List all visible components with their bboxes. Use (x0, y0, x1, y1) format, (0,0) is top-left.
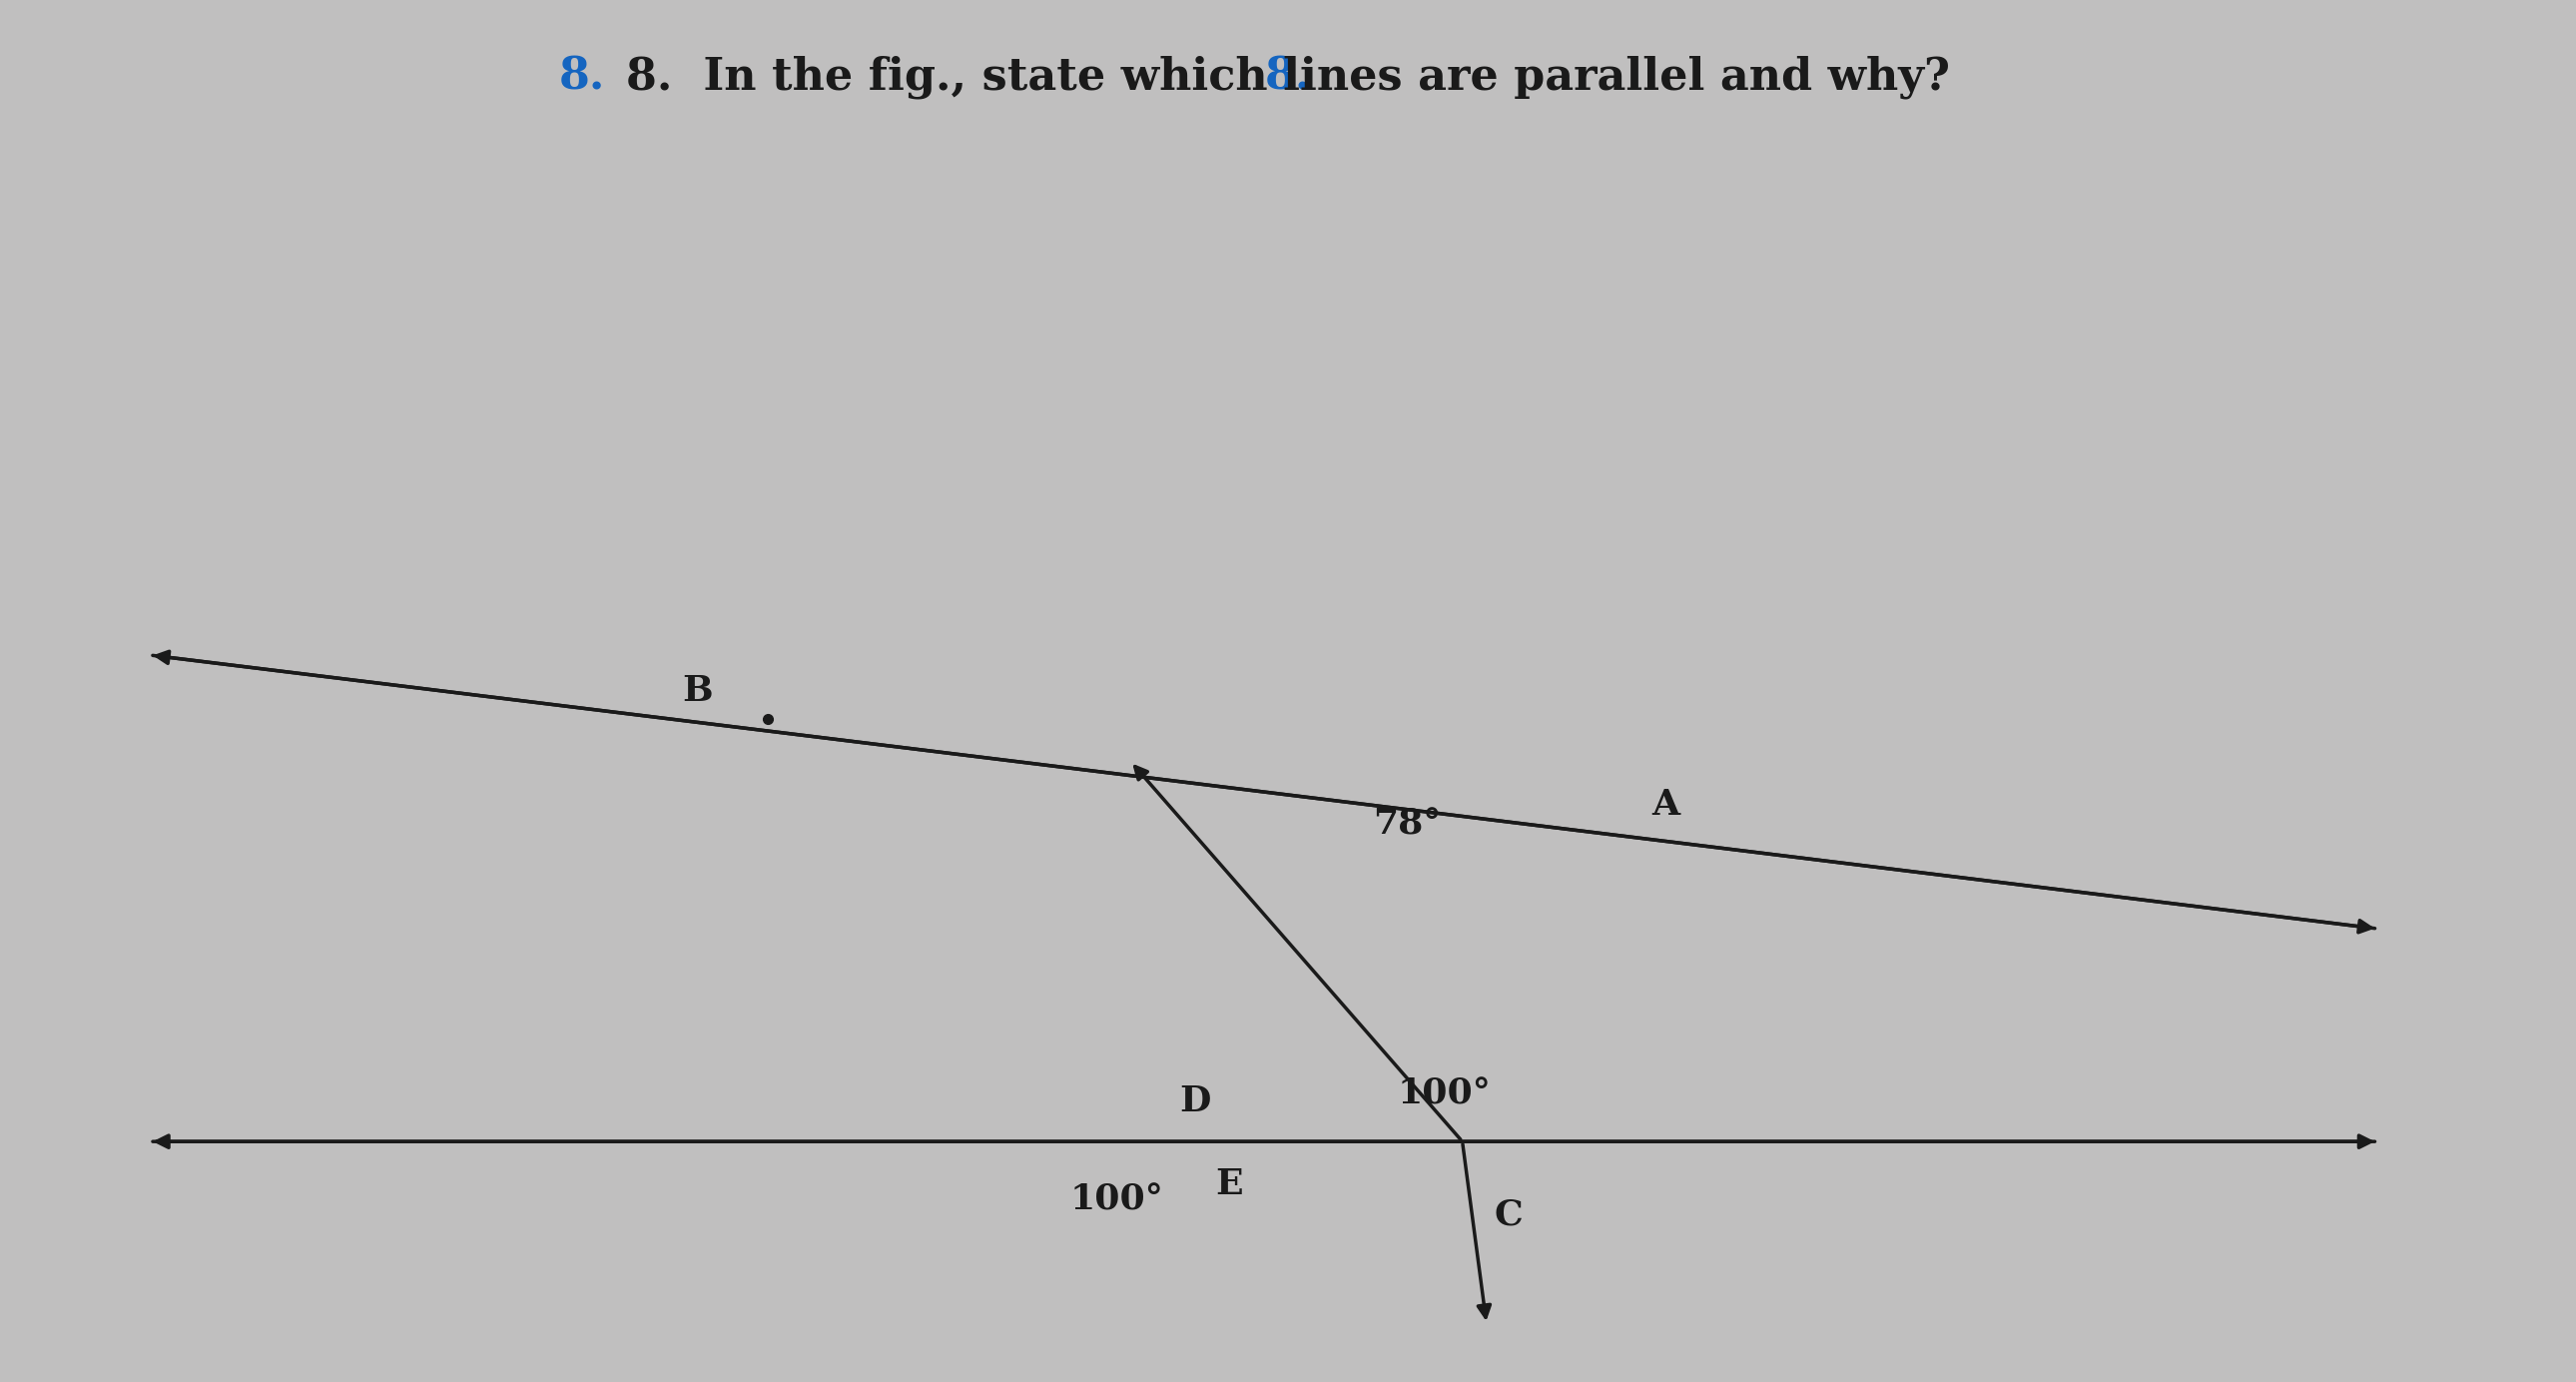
Text: 8.: 8. (1265, 55, 1311, 98)
Text: B: B (683, 673, 714, 708)
Text: A: A (1651, 788, 1680, 822)
Text: C: C (1494, 1198, 1522, 1233)
Text: E: E (1216, 1168, 1244, 1202)
Text: D: D (1180, 1083, 1211, 1118)
Text: 100°: 100° (1069, 1183, 1164, 1218)
Text: 100°: 100° (1396, 1077, 1492, 1111)
Text: 8.  In the fig., state which lines are parallel and why?: 8. In the fig., state which lines are pa… (626, 55, 1950, 98)
Text: 78°: 78° (1373, 807, 1440, 842)
Text: 8.: 8. (559, 55, 605, 98)
